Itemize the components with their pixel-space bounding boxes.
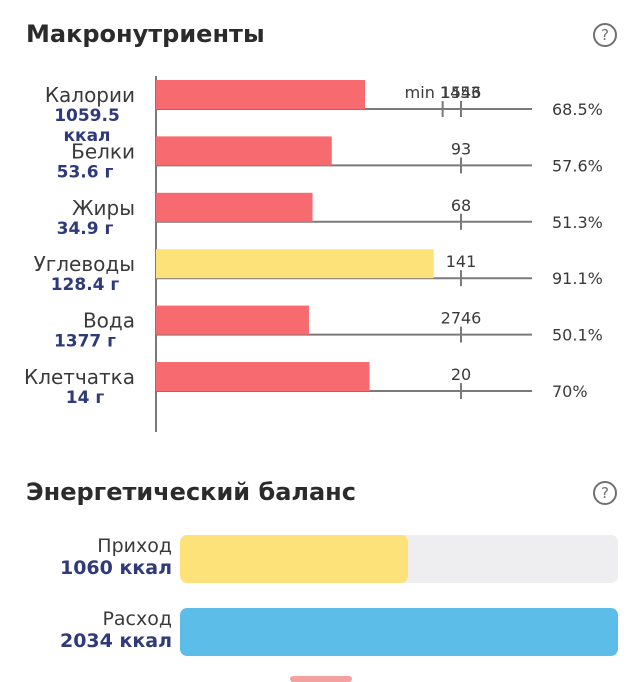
bar-углеводы	[156, 249, 434, 279]
expense-value: 2034 ккал	[59, 630, 172, 652]
category-label: Жиры	[72, 196, 135, 220]
category-label: Белки	[71, 139, 135, 163]
bottom-tab-indicator	[290, 676, 352, 682]
bar-жиры	[156, 192, 313, 222]
macros-help-icon[interactable]: ?	[593, 23, 617, 47]
bar-белки	[156, 136, 332, 166]
energy-help-icon[interactable]: ?	[593, 481, 617, 505]
bar-вода	[156, 305, 309, 335]
expense-bar-track	[180, 608, 618, 656]
bar-калории	[156, 80, 366, 109]
category-label: Калории	[45, 83, 135, 107]
percent-label: 68.5%	[552, 100, 603, 119]
percent-label: 91.1%	[552, 269, 603, 288]
income-bar-fill	[180, 535, 408, 583]
target-label: 141	[446, 252, 477, 271]
percent-label: 51.3%	[552, 213, 603, 232]
category-label: Клетчатка	[24, 365, 135, 389]
energy-row-income: Приход 1060 ккал	[0, 535, 172, 579]
income-label: Приход	[97, 535, 172, 557]
target-label: 1546	[441, 83, 482, 102]
income-bar-track	[180, 535, 618, 583]
value-label: 53.6 г	[57, 162, 114, 182]
target-label: 20	[451, 365, 471, 384]
min-label: min 1453	[405, 83, 481, 102]
value-label: 1377 г	[54, 332, 116, 352]
target-label: 2746	[441, 309, 482, 328]
expense-label: Расход	[102, 608, 172, 630]
value-label: 1059.5	[54, 106, 120, 126]
energy-title: Энергетический баланс	[26, 478, 356, 506]
value-label: 128.4 г	[51, 275, 120, 295]
percent-label: 70%	[552, 382, 588, 401]
energy-row-expense: Расход 2034 ккал	[0, 608, 172, 652]
value-label: ккал	[64, 126, 111, 146]
macros-title: Макронутриенты	[26, 20, 265, 48]
expense-bar-fill	[180, 608, 618, 656]
income-value: 1060 ккал	[59, 557, 172, 579]
percent-label: 50.1%	[552, 326, 603, 345]
category-label: Углеводы	[34, 252, 135, 276]
percent-label: 57.6%	[552, 156, 603, 175]
value-label: 34.9 г	[57, 219, 114, 239]
category-label: Вода	[83, 309, 135, 333]
target-label: 93	[451, 139, 471, 158]
bar-клетчатка	[156, 362, 370, 391]
target-label: 68	[451, 196, 471, 215]
value-label: 14 г	[66, 388, 105, 408]
